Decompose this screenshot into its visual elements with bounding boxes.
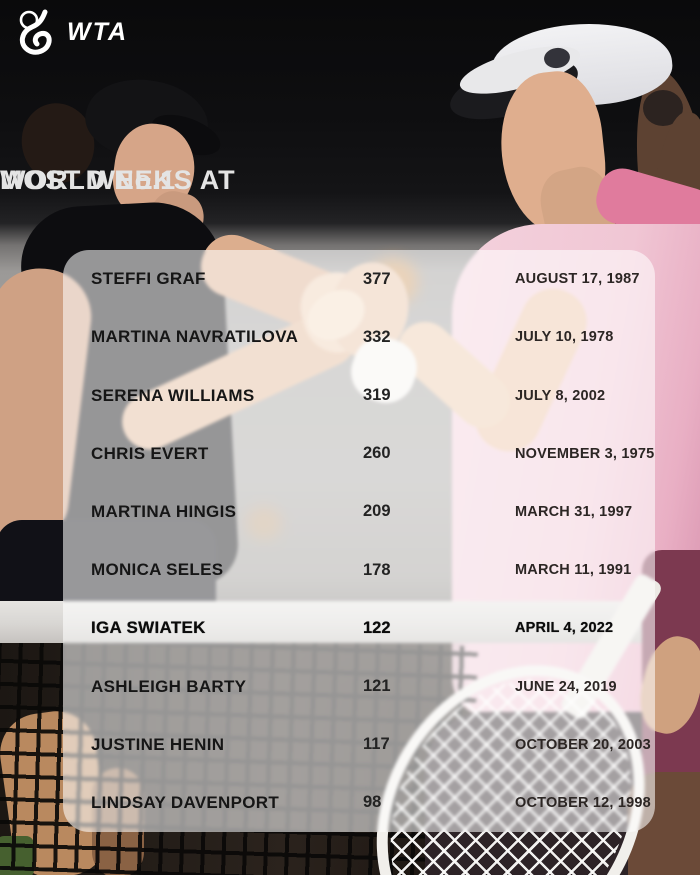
player-name: IGA SWIATEK	[91, 618, 206, 638]
wta-wordmark: WTA	[67, 17, 129, 46]
player-name: ASHLEIGH BARTY	[91, 676, 247, 696]
date-value: JULY 8, 2002	[515, 387, 606, 404]
weeks-value: 122	[363, 618, 391, 637]
table-row: JUSTINE HENIN 117 OCTOBER 20, 2003	[63, 716, 655, 774]
table-row: ASHLEIGH BARTY 121 JUNE 24, 2019	[63, 657, 655, 715]
table-row: LINDSAY DAVENPORT 98 OCTOBER 12, 1998	[63, 774, 655, 832]
title-line-1: MOST WEEKS AT	[0, 165, 236, 195]
weeks-value: 178	[363, 560, 391, 579]
date-value: JULY 10, 1978	[515, 329, 614, 346]
weeks-value: 209	[363, 502, 391, 521]
player-name: JUSTINE HENIN	[91, 734, 225, 754]
weeks-value: 121	[363, 677, 391, 696]
weeks-value: 377	[363, 269, 391, 288]
table-row: IGA SWIATEK 122 APRIL 4, 2022	[63, 599, 655, 657]
weeks-value: 260	[363, 444, 391, 463]
date-value: OCTOBER 12, 1998	[515, 794, 651, 811]
table-row: MARTINA NAVRATILOVA 332 JULY 10, 1978	[63, 308, 655, 366]
date-value: NOVEMBER 3, 1975	[515, 445, 655, 462]
table-row: SERENA WILLIAMS 319 JULY 8, 2002	[63, 366, 655, 424]
date-value: APRIL 4, 2022	[515, 620, 614, 637]
date-value: MARCH 11, 1991	[515, 562, 632, 579]
player-name: MARTINA HINGIS	[91, 501, 237, 521]
player-name: LINDSAY DAVENPORT	[91, 792, 280, 812]
stats-panel: STEFFI GRAF 377 AUGUST 17, 1987 MARTINA …	[63, 250, 655, 832]
player-name: MONICA SELES	[91, 560, 224, 580]
date-value: OCTOBER 20, 2003	[515, 736, 651, 753]
table-row: MARTINA HINGIS 209 MARCH 31, 1997	[63, 483, 655, 541]
player-name: SERENA WILLIAMS	[91, 385, 255, 405]
weeks-value: 332	[363, 327, 391, 346]
title-line-2: WORLD No.1	[0, 165, 176, 195]
wta-player-icon	[19, 9, 52, 55]
player-name: CHRIS EVERT	[91, 443, 209, 463]
player-name: STEFFI GRAF	[91, 269, 206, 289]
player-name: MARTINA NAVRATILOVA	[91, 327, 299, 347]
weeks-value: 319	[363, 386, 391, 404]
weeks-value: 98	[363, 793, 382, 812]
date-value: AUGUST 17, 1987	[515, 271, 640, 288]
table-row: CHRIS EVERT 260 NOVEMBER 3, 1975	[63, 425, 655, 483]
wta-logo: WTA	[16, 8, 128, 56]
date-value: MARCH 31, 1997	[515, 503, 633, 520]
table-row: STEFFI GRAF 377 AUGUST 17, 1987	[63, 250, 655, 308]
weeks-value: 117	[363, 735, 390, 754]
date-value: JUNE 24, 2019	[515, 678, 617, 695]
table-row: MONICA SELES 178 MARCH 11, 1991	[63, 541, 655, 599]
